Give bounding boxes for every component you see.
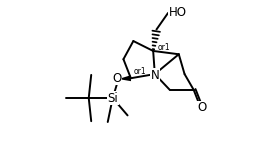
Polygon shape bbox=[119, 75, 131, 81]
Text: Si: Si bbox=[107, 92, 118, 104]
Text: or1: or1 bbox=[157, 43, 170, 52]
Text: O: O bbox=[113, 72, 122, 85]
Text: or1: or1 bbox=[133, 67, 146, 76]
Text: O: O bbox=[197, 101, 207, 114]
Text: N: N bbox=[151, 69, 160, 82]
Text: HO: HO bbox=[169, 6, 187, 19]
